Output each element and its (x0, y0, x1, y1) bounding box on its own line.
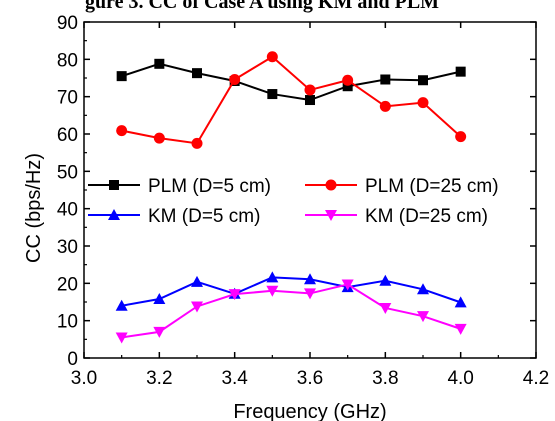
legend-label: KM (D=25 cm) (365, 206, 488, 227)
data-point (304, 273, 316, 285)
data-point (454, 296, 467, 308)
y-tick-label: 90 (57, 13, 78, 34)
data-point (342, 81, 353, 92)
data-point (455, 66, 466, 77)
data-point (191, 301, 203, 313)
legend-item: KM (D=25 cm) (305, 206, 488, 227)
y-axis-ticks: 0 10 20 30 40 50 60 70 80 90 (57, 13, 536, 370)
legend-label: KM (D=5 cm) (148, 206, 260, 227)
data-point (379, 274, 392, 286)
series-line (121, 62, 461, 102)
series-line (121, 283, 461, 339)
legend-label: PLM (D=25 cm) (365, 176, 499, 197)
data-point (153, 293, 166, 305)
x-tick-label: 4.0 (447, 368, 473, 389)
legend: PLM (D=5 cm) PLM (D=25 cm) KM (D=5 cm) KM (… (88, 176, 499, 227)
y-tick-label: 30 (57, 237, 78, 258)
data-point (115, 332, 128, 344)
x-tick-label: 3.6 (297, 368, 323, 389)
legend-label: PLM (D=5 cm) (148, 176, 271, 197)
series-plm-d-5-cm (116, 58, 466, 106)
legend-swatch-marker (325, 179, 337, 191)
y-tick-label: 20 (57, 274, 78, 295)
chart-title: gure 3. CC of Case A using KM and PLM (85, 0, 439, 13)
x-tick-label: 3.2 (146, 368, 172, 389)
series-km-d-5-cm (115, 271, 467, 311)
y-tick-label: 80 (57, 50, 78, 71)
y-tick-label: 0 (67, 349, 78, 370)
data-point (380, 74, 391, 85)
data-point (154, 58, 165, 69)
data-point (191, 137, 203, 149)
data-point (266, 285, 279, 297)
x-axis-label: Frequency (GHz) (233, 401, 386, 421)
data-point (379, 302, 392, 314)
data-point (305, 95, 315, 106)
data-point (455, 131, 467, 143)
data-point (454, 323, 467, 335)
y-tick-label: 10 (57, 312, 78, 333)
data-point (115, 299, 128, 311)
legend-item: PLM (D=5 cm) (88, 176, 271, 197)
series-km-d-25-cm (115, 279, 467, 344)
data-point (229, 73, 241, 85)
data-point (417, 283, 429, 295)
x-tick-label: 3.8 (372, 368, 398, 389)
data-point (116, 71, 127, 82)
x-tick-label: 3.4 (221, 368, 248, 389)
legend-item: KM (D=5 cm) (88, 206, 260, 227)
x-tick-label: 4.2 (523, 368, 549, 389)
y-tick-label: 40 (57, 200, 78, 221)
x-axis-ticks: 3.0 3.2 3.4 3.6 3.8 4.0 4.2 (71, 22, 549, 389)
data-point (417, 97, 429, 109)
series-plm-d-25-cm (116, 51, 467, 149)
series-line (121, 55, 462, 145)
data-point (342, 74, 354, 86)
data-point (379, 100, 391, 112)
series-line (121, 276, 461, 307)
data-point (116, 125, 128, 137)
data-point (153, 132, 165, 144)
data-point (192, 68, 202, 79)
data-point (341, 279, 354, 291)
data-point (267, 89, 278, 100)
legend-swatch-marker (109, 180, 119, 190)
data-point (304, 288, 316, 300)
y-axis-label: CC (bps/Hz) (23, 153, 45, 263)
x-tick-label: 3.0 (71, 368, 97, 389)
legend-swatch-marker (325, 210, 337, 221)
data-point (153, 326, 166, 338)
y-tick-label: 70 (57, 88, 78, 109)
legend-swatch-marker (108, 209, 120, 220)
data-point (228, 289, 241, 301)
y-tick-label: 60 (57, 125, 78, 146)
data-point (266, 51, 278, 63)
data-point (418, 75, 428, 86)
data-point (191, 275, 203, 287)
data-point (266, 271, 279, 283)
y-tick-label: 50 (57, 162, 78, 183)
legend-item: PLM (D=25 cm) (305, 176, 499, 197)
series-layer (115, 51, 467, 344)
data-point (304, 84, 316, 96)
data-point (417, 311, 429, 323)
